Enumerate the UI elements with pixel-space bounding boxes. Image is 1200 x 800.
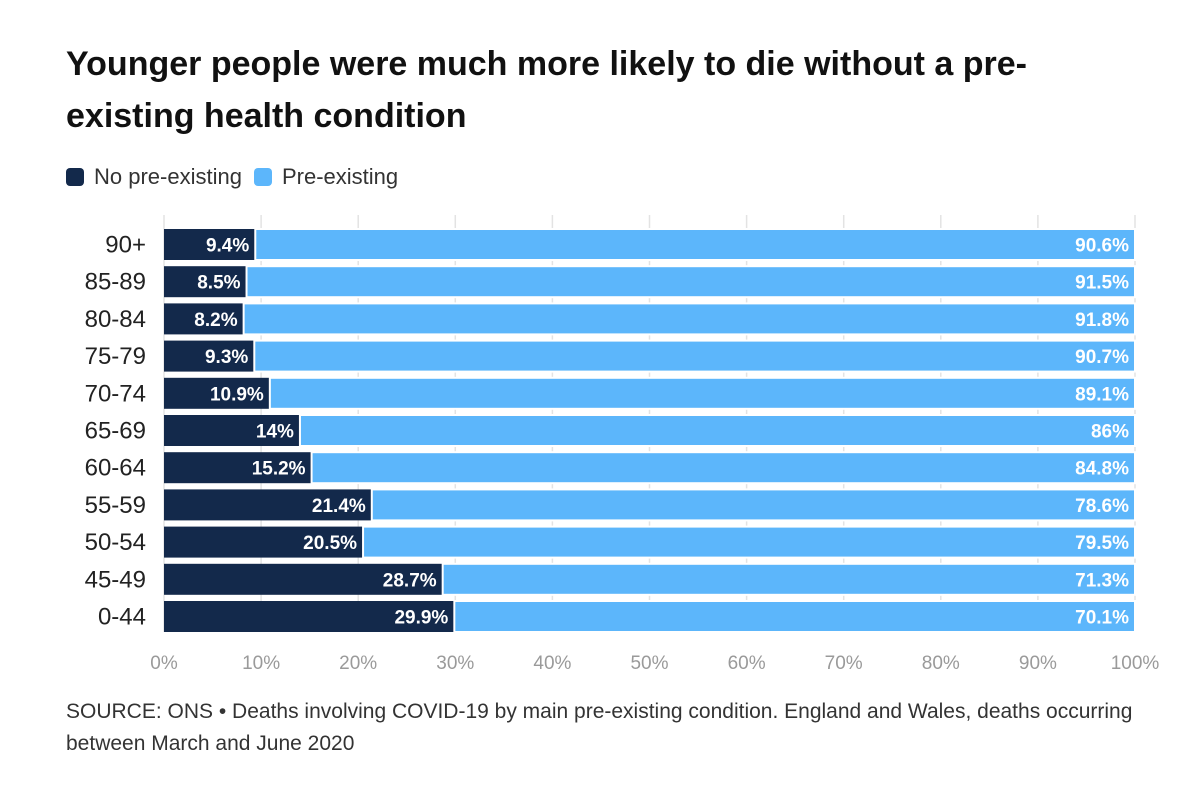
bar-no-pre-existing <box>164 489 372 521</box>
bar-pre-existing <box>254 228 1137 261</box>
x-tick-label: 0% <box>150 653 178 674</box>
data-label-no-pre-existing: 29.9% <box>394 608 448 629</box>
data-label-pre-existing: 91.5% <box>1075 273 1129 294</box>
category-label: 80-84 <box>85 306 146 333</box>
legend-swatch-no-pre-existing <box>66 168 84 186</box>
data-label-pre-existing: 84.8% <box>1075 459 1129 480</box>
bar-pre-existing <box>362 525 1136 559</box>
x-tick-label: 60% <box>728 653 766 674</box>
bar-pre-existing <box>245 265 1137 299</box>
data-label-pre-existing: 89.1% <box>1075 384 1129 405</box>
legend-label-no-pre-existing: No pre-existing <box>94 164 242 189</box>
data-label-no-pre-existing: 9.4% <box>206 236 249 257</box>
data-label-no-pre-existing: 14% <box>256 422 294 443</box>
bar-pre-existing <box>441 562 1136 596</box>
x-tick-label: 80% <box>922 653 960 674</box>
legend-swatch-pre-existing <box>253 168 272 186</box>
category-label: 0-44 <box>98 604 146 631</box>
category-label: 55-59 <box>85 492 146 519</box>
source-note: SOURCE: ONS • Deaths involving COVID-19 … <box>66 700 1133 755</box>
bar-no-pre-existing <box>164 229 256 260</box>
x-tick-label: 100% <box>1111 653 1160 674</box>
category-label: 75-79 <box>85 343 146 370</box>
category-label: 85-89 <box>85 269 146 296</box>
bar-pre-existing <box>242 302 1136 336</box>
category-label: 90+ <box>105 232 146 259</box>
legend-label-pre-existing: Pre-existing <box>281 164 399 189</box>
category-label: 70-74 <box>85 380 146 407</box>
data-label-no-pre-existing: 21.4% <box>312 496 366 517</box>
data-label-no-pre-existing: 8.2% <box>194 310 237 331</box>
x-tick-label: 20% <box>339 653 377 674</box>
data-label-pre-existing: 79.5% <box>1075 533 1129 554</box>
bar-no-pre-existing <box>164 452 312 484</box>
bar-no-pre-existing <box>164 563 443 595</box>
x-tick-label: 10% <box>242 653 280 674</box>
data-label-pre-existing: 71.3% <box>1075 570 1129 591</box>
category-label: 50-54 <box>85 529 146 556</box>
bar-no-pre-existing <box>164 303 244 335</box>
data-label-no-pre-existing: 10.9% <box>210 384 264 405</box>
bar-no-pre-existing <box>164 415 300 446</box>
legend-item-pre-existing: Pre-existing <box>253 164 399 190</box>
bar-no-pre-existing <box>164 266 247 298</box>
category-label: 60-64 <box>85 455 146 482</box>
x-tick-label: 90% <box>1019 653 1057 674</box>
bar-pre-existing <box>298 414 1136 447</box>
data-label-pre-existing: 90.6% <box>1075 236 1129 257</box>
data-label-no-pre-existing: 28.7% <box>383 570 437 591</box>
legend-item-no-pre-existing: No pre-existing <box>66 164 242 190</box>
bar-pre-existing <box>310 451 1137 485</box>
data-label-no-pre-existing: 8.5% <box>197 273 240 294</box>
bar-no-pre-existing <box>164 526 364 558</box>
data-label-pre-existing: 78.6% <box>1075 496 1129 517</box>
bar-pre-existing <box>370 488 1136 522</box>
data-label-pre-existing: 86% <box>1091 422 1129 443</box>
x-tick-label: 50% <box>630 653 668 674</box>
bar-pre-existing <box>268 376 1136 410</box>
data-label-no-pre-existing: 15.2% <box>252 459 306 480</box>
bar-no-pre-existing <box>164 340 255 372</box>
data-label-pre-existing: 91.8% <box>1075 310 1129 331</box>
data-label-pre-existing: 70.1% <box>1075 608 1129 629</box>
x-tick-label: 70% <box>825 653 863 674</box>
data-label-no-pre-existing: 9.3% <box>205 347 248 368</box>
bar-no-pre-existing <box>164 377 270 409</box>
bar-pre-existing <box>253 339 1137 373</box>
data-label-pre-existing: 90.7% <box>1075 347 1129 368</box>
category-label: 65-69 <box>85 418 146 445</box>
bar-pre-existing <box>453 600 1137 633</box>
chart-title: Younger people were much more likely to … <box>66 45 1027 135</box>
x-tick-label: 40% <box>533 653 571 674</box>
legend: No pre-existing Pre-existing <box>66 164 410 190</box>
x-tick-label: 30% <box>436 653 474 674</box>
category-label: 45-49 <box>85 566 146 593</box>
bar-no-pre-existing <box>164 601 455 632</box>
data-label-no-pre-existing: 20.5% <box>303 533 357 554</box>
